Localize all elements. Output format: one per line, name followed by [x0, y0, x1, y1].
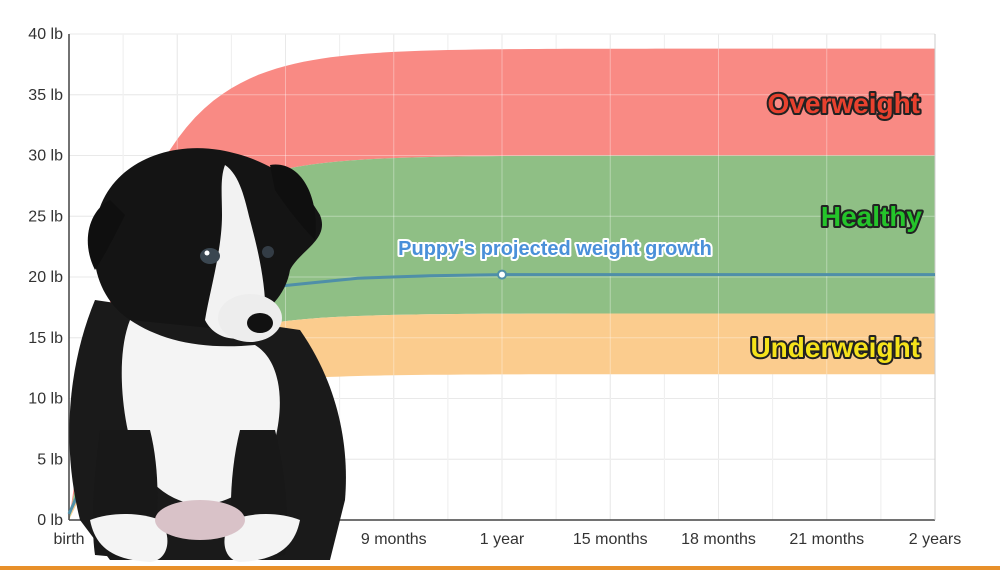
y-tick-label: 25 lb	[28, 208, 63, 225]
x-tick-label: birth	[53, 531, 84, 548]
growth-series-label: Puppy's projected weight growth	[398, 238, 712, 260]
y-tick-label: 15 lb	[28, 330, 63, 347]
x-tick-label: 18 months	[681, 531, 756, 548]
x-tick-label: 1 year	[480, 531, 525, 548]
y-tick-label: 10 lb	[28, 391, 63, 408]
y-tick-label: 5 lb	[37, 451, 63, 468]
y-tick-label: 20 lb	[28, 269, 63, 286]
growth-marker	[497, 269, 507, 280]
x-tick-label: 15 months	[573, 531, 648, 548]
x-tick-label: 2 years	[909, 531, 961, 548]
y-tick-label: 40 lb	[28, 26, 63, 43]
y-tick-label: 35 lb	[28, 87, 63, 104]
y-tick-label: 30 lb	[28, 148, 63, 165]
overweight-label: Overweight	[768, 88, 920, 119]
x-tick-label: 9 months	[361, 531, 427, 548]
y-tick-label: 0 lb	[37, 512, 63, 529]
healthy-label: Healthy	[821, 201, 923, 232]
bottom-accent-bar	[0, 566, 1000, 570]
puppy-image	[69, 148, 346, 562]
underweight-label: Underweight	[750, 332, 920, 363]
x-tick-label: 21 months	[789, 531, 864, 548]
